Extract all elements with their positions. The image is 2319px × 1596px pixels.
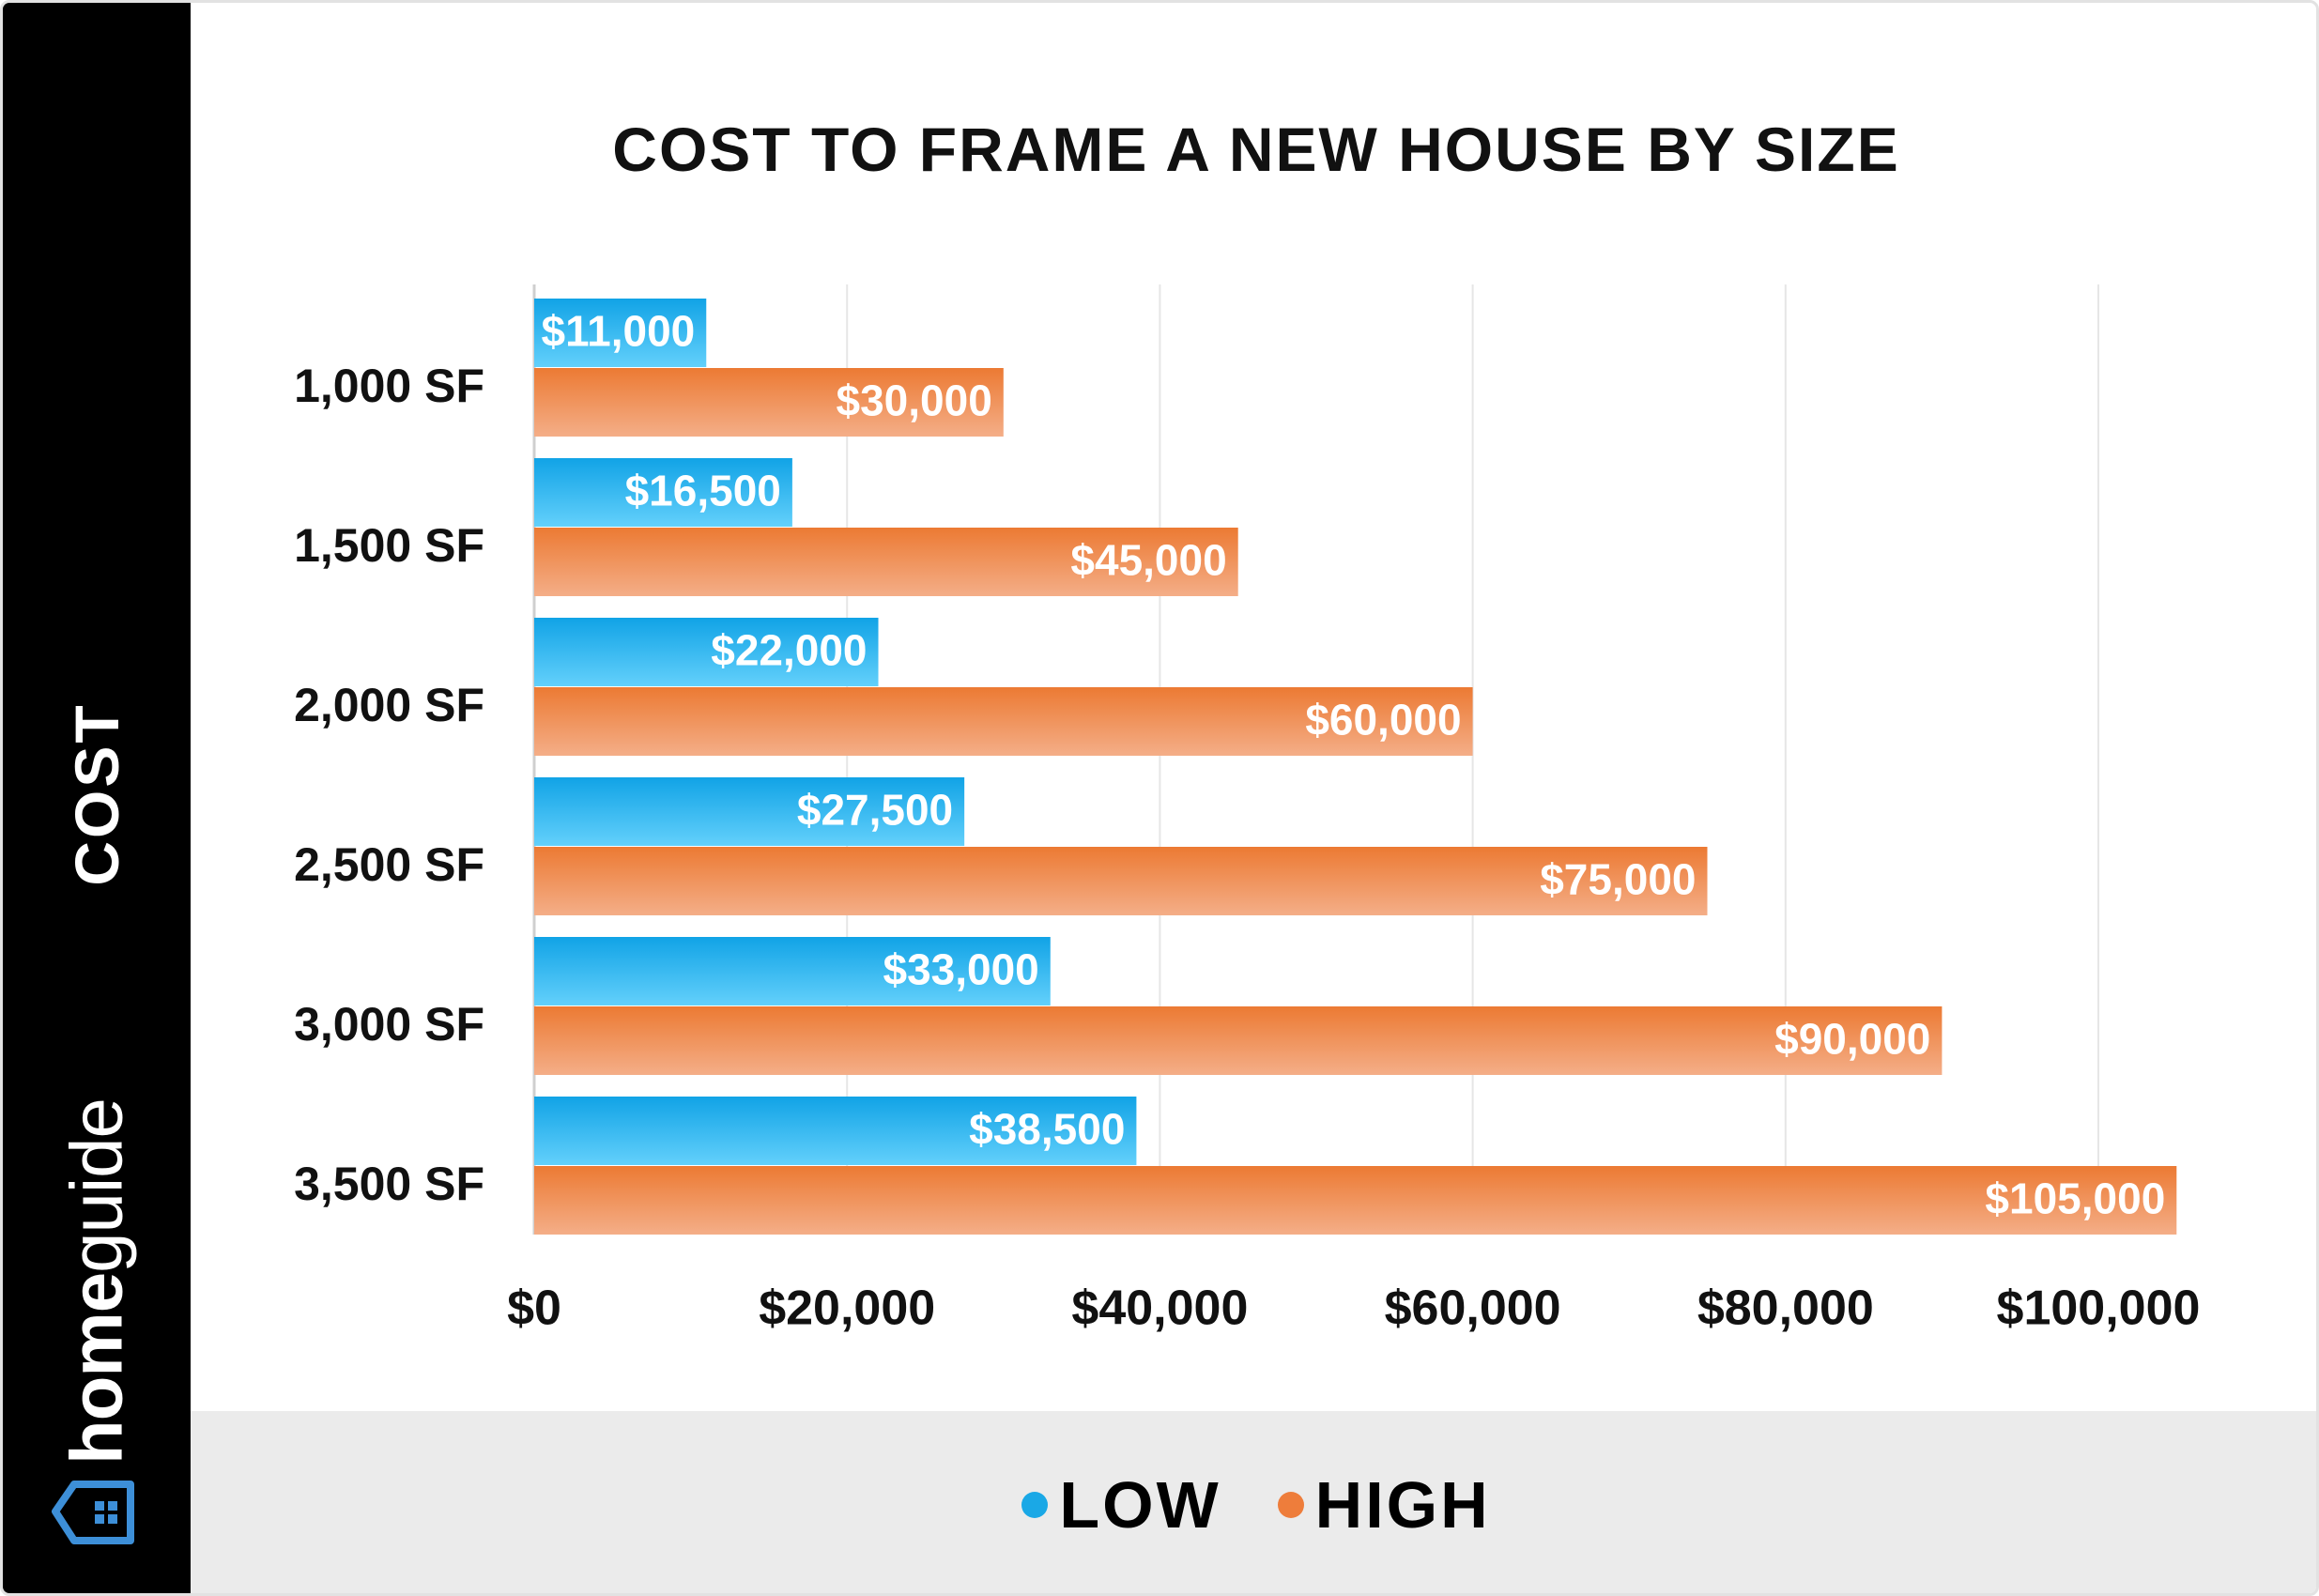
x-tick-label: $80,000 (1697, 1281, 1874, 1336)
bar-low (534, 618, 879, 686)
bar-low-label: $16,500 (625, 467, 781, 515)
category-label: 2,000 SF (294, 679, 484, 731)
category-label: 1,500 SF (294, 519, 484, 572)
bar-low-label: $11,000 (542, 307, 696, 356)
legend-item-high: HIGH (1277, 1467, 1491, 1542)
x-tick-label: $60,000 (1385, 1281, 1561, 1336)
bar-high (534, 1006, 1943, 1075)
category-label: 3,500 SF (294, 1158, 484, 1210)
x-tick-label: $0 (507, 1281, 561, 1336)
legend-item-low: LOW (1021, 1467, 1221, 1542)
labels: 1,000 SF $11,000 $30,000 1,500 SF $16,500 $45… (294, 307, 2200, 1336)
bar-high (534, 368, 1004, 437)
bar-low-label: $22,000 (711, 626, 867, 675)
bar-high (534, 687, 1473, 756)
legend-label-low: LOW (1059, 1468, 1221, 1542)
x-tick-label: $20,000 (759, 1281, 935, 1336)
bar-low (534, 937, 1051, 1005)
bar-high-label: $45,000 (1070, 536, 1226, 585)
legend-dot-low (1021, 1492, 1049, 1518)
sidebar: COST homeguide (3, 3, 191, 1593)
bar-high (534, 528, 1238, 596)
chart-title: COST TO FRAME A NEW HOUSE BY SIZE (612, 115, 1900, 184)
bar-low (534, 1097, 1137, 1165)
category-label: 2,500 SF (294, 838, 484, 891)
bar-high-label: $30,000 (837, 376, 992, 425)
x-tick-label: $40,000 (1071, 1281, 1248, 1336)
bar-high (534, 1166, 2177, 1235)
bar-low (534, 458, 792, 527)
bar-chart: 1,000 SF $11,000 $30,000 1,500 SF $16,500 $45… (294, 284, 2200, 1336)
bar-low-label: $27,500 (797, 786, 953, 835)
legend-bar: LOW HIGH (191, 1411, 2316, 1593)
bar-high (534, 847, 1708, 915)
bar-high-label: $75,000 (1540, 855, 1696, 904)
category-label: 1,000 SF (294, 360, 484, 412)
house-icon (52, 1481, 134, 1544)
legend-dot-high (1277, 1492, 1304, 1518)
bar-low (534, 777, 965, 846)
bars (534, 299, 2177, 1235)
legend: LOW HIGH (191, 1411, 2316, 1593)
legend-label-high: HIGH (1314, 1468, 1491, 1542)
bar-low-label: $33,000 (883, 945, 1038, 994)
bar-low (534, 299, 707, 367)
category-label: 3,000 SF (294, 998, 484, 1051)
bar-high-label: $60,000 (1305, 696, 1461, 744)
bar-high-label: $105,000 (1985, 1174, 2165, 1223)
gridlines (532, 284, 2099, 1235)
x-tick-label: $100,000 (1997, 1281, 2201, 1336)
bar-low-label: $38,500 (969, 1105, 1125, 1154)
bar-high-label: $90,000 (1774, 1015, 1930, 1064)
